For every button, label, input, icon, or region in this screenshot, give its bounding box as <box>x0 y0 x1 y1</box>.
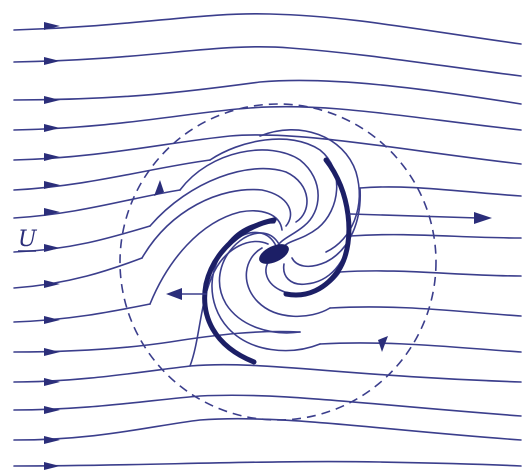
streamline-right-1 <box>359 186 522 197</box>
streamline-15 <box>13 460 522 467</box>
spiral-3 <box>149 167 308 227</box>
spiral-13 <box>189 240 269 367</box>
streamline-5 <box>13 134 522 165</box>
spiral-7 <box>211 231 321 352</box>
streamline-6 <box>13 159 211 191</box>
spiral-11 <box>291 187 361 268</box>
streamline-1 <box>13 13 522 45</box>
arrowhead-9 <box>44 280 60 288</box>
arrowhead-7 <box>44 208 60 216</box>
boundary-arrows <box>154 180 388 352</box>
arrowhead-4 <box>44 124 60 132</box>
inflow-arrowheads <box>44 22 60 470</box>
streamline-right-5 <box>319 342 522 353</box>
right-flow-arrowhead <box>474 212 492 224</box>
arrowhead-10 <box>44 316 60 324</box>
vortex-arm-left <box>202 217 277 365</box>
internal-flow-arrows <box>166 212 492 300</box>
vortex-boundary-circle <box>119 103 437 421</box>
streamline-9 <box>13 257 143 289</box>
spiral-4 <box>141 188 292 259</box>
streamline-11 <box>13 330 301 353</box>
streamline-13 <box>13 394 522 417</box>
streamline-4 <box>13 105 522 131</box>
arrowhead-8 <box>44 244 60 252</box>
free-stream-velocity-label: U <box>18 227 38 252</box>
arrowhead-15 <box>44 462 60 470</box>
left-flow-arrowhead <box>166 288 182 300</box>
arrowhead-1 <box>44 22 60 30</box>
spiral-8 <box>245 247 331 318</box>
outer-streamlines <box>13 13 522 467</box>
spiral-streamlines <box>141 129 361 367</box>
streamline-right-2 <box>349 233 522 239</box>
arrowhead-12 <box>44 378 60 386</box>
streamline-10 <box>13 303 151 323</box>
arrowhead-6 <box>44 181 60 189</box>
streamline-7 <box>13 189 181 219</box>
spiral-2 <box>179 149 319 249</box>
streamline-right-3 <box>339 270 522 277</box>
arrowhead-5 <box>44 153 60 161</box>
arrowhead-13 <box>44 406 60 414</box>
vortex-arms <box>202 157 352 365</box>
vortex-core <box>259 244 289 264</box>
vortex-arm-right <box>283 157 352 298</box>
right-flow-arrow-shaft <box>349 213 479 219</box>
arrowhead-2 <box>44 57 60 65</box>
arrowhead-14 <box>44 436 60 444</box>
streamline-3 <box>13 79 522 105</box>
arrowhead-11 <box>44 348 60 356</box>
boundary-arrow-top-left <box>154 180 164 196</box>
vortex-arm-inner <box>226 220 276 246</box>
streamline-2 <box>13 46 522 77</box>
boundary-arrow-bottom-right <box>378 336 388 352</box>
streamline-12 <box>13 363 522 383</box>
spiral-5 <box>149 210 283 305</box>
arrowhead-3 <box>44 96 60 104</box>
streamline-14 <box>13 417 522 441</box>
streamline-right-4 <box>329 306 522 317</box>
